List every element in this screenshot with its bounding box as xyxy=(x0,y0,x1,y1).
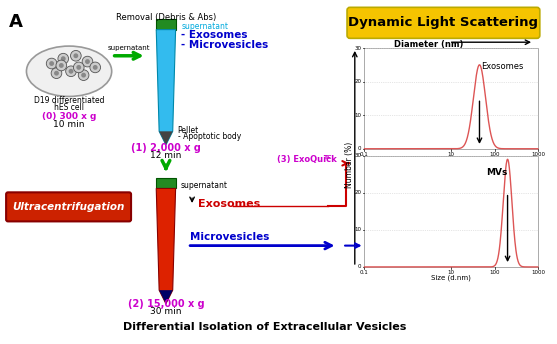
Text: Exosomes: Exosomes xyxy=(481,62,523,71)
Text: - Microvesicles: - Microvesicles xyxy=(182,40,268,50)
Text: 10: 10 xyxy=(355,113,361,118)
Circle shape xyxy=(85,59,90,64)
Circle shape xyxy=(82,56,93,67)
Text: Microvesicles: Microvesicles xyxy=(190,232,270,242)
Text: TC: TC xyxy=(323,154,331,160)
Circle shape xyxy=(61,56,66,61)
Circle shape xyxy=(58,53,69,64)
Text: - Exosomes: - Exosomes xyxy=(182,30,248,40)
Text: 0: 0 xyxy=(358,146,361,151)
Text: 0.1: 0.1 xyxy=(360,270,369,275)
FancyBboxPatch shape xyxy=(6,192,131,222)
Circle shape xyxy=(69,69,74,74)
Bar xyxy=(364,48,538,149)
Text: Exosomes: Exosomes xyxy=(198,199,260,209)
Circle shape xyxy=(49,61,54,66)
Text: supernatant: supernatant xyxy=(182,22,228,31)
Polygon shape xyxy=(157,30,175,145)
Polygon shape xyxy=(159,131,173,145)
Circle shape xyxy=(54,71,59,76)
Text: Removal (Debris & Abs): Removal (Debris & Abs) xyxy=(116,13,216,22)
Text: 10: 10 xyxy=(448,270,455,275)
Text: Dynamic Light Scattering: Dynamic Light Scattering xyxy=(348,16,538,29)
Circle shape xyxy=(90,62,101,73)
Text: Diameter (nm): Diameter (nm) xyxy=(394,40,463,49)
Text: 10 min: 10 min xyxy=(53,120,85,129)
Text: 12 min: 12 min xyxy=(150,151,182,160)
Polygon shape xyxy=(157,189,175,304)
Text: 0.1: 0.1 xyxy=(360,152,369,157)
Text: 0: 0 xyxy=(358,265,361,269)
Text: 1000: 1000 xyxy=(531,270,545,275)
Text: - Apoptotic body: - Apoptotic body xyxy=(178,132,241,141)
Circle shape xyxy=(79,70,89,80)
Text: (0) 300 x g: (0) 300 x g xyxy=(42,112,96,121)
Text: Differential Isolation of Extracellular Vesicles: Differential Isolation of Extracellular … xyxy=(123,322,407,332)
Bar xyxy=(364,155,538,267)
FancyBboxPatch shape xyxy=(347,7,540,38)
Bar xyxy=(157,19,175,30)
Ellipse shape xyxy=(26,46,112,96)
Text: 30: 30 xyxy=(355,45,361,51)
Text: (2) 15,000 x g: (2) 15,000 x g xyxy=(128,299,204,309)
Text: 20: 20 xyxy=(355,79,361,84)
Text: 10: 10 xyxy=(448,152,455,157)
Circle shape xyxy=(59,63,63,68)
Circle shape xyxy=(46,58,57,69)
Text: Size (d.nm): Size (d.nm) xyxy=(431,275,471,281)
Text: hES cell: hES cell xyxy=(54,103,84,112)
Text: 1000: 1000 xyxy=(531,152,545,157)
Text: 10: 10 xyxy=(355,227,361,232)
Text: 30: 30 xyxy=(355,153,361,158)
Text: 20: 20 xyxy=(355,190,361,195)
Circle shape xyxy=(66,66,76,77)
Circle shape xyxy=(71,51,81,61)
Text: A: A xyxy=(9,13,23,31)
Circle shape xyxy=(76,65,81,70)
Text: Number (%): Number (%) xyxy=(345,142,354,189)
Polygon shape xyxy=(159,290,173,304)
Text: Ultracentrifugation: Ultracentrifugation xyxy=(12,202,124,212)
Circle shape xyxy=(74,62,84,73)
Text: 100: 100 xyxy=(489,270,500,275)
Circle shape xyxy=(51,68,62,78)
Text: supernatant: supernatant xyxy=(108,45,150,51)
Circle shape xyxy=(74,53,79,58)
Text: (3) ExoQuick: (3) ExoQuick xyxy=(277,154,337,163)
Text: D19 differentiated: D19 differentiated xyxy=(34,96,104,106)
Circle shape xyxy=(93,65,97,70)
Circle shape xyxy=(81,73,86,77)
Circle shape xyxy=(56,60,67,71)
Text: 100: 100 xyxy=(489,152,500,157)
Bar xyxy=(157,178,175,189)
Text: (1) 2,000 x g: (1) 2,000 x g xyxy=(131,143,201,153)
Text: supernatant: supernatant xyxy=(180,181,227,190)
Text: 30 min: 30 min xyxy=(150,307,182,316)
Text: MVs: MVs xyxy=(486,168,508,177)
Text: Pellet: Pellet xyxy=(178,126,199,135)
